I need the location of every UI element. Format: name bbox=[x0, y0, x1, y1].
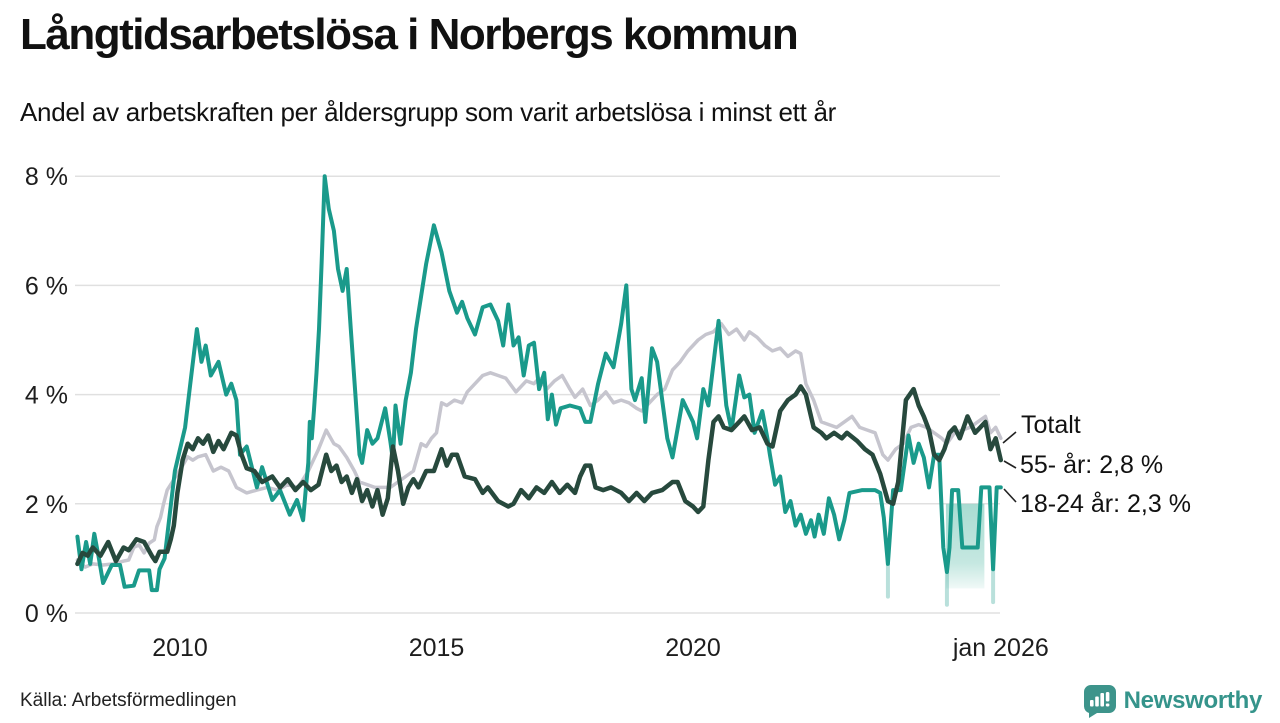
y-tick-label: 4 % bbox=[25, 382, 68, 410]
series-end-label-55: 55- år: 2,8 % bbox=[1020, 451, 1164, 479]
y-tick-label: 6 % bbox=[25, 272, 68, 300]
label-connector bbox=[1002, 431, 1017, 444]
x-tick-label: 2010 bbox=[152, 634, 208, 662]
source-note: Källa: Arbetsförmedlingen bbox=[20, 690, 237, 711]
newsworthy-logo: Newsworthy bbox=[1082, 683, 1262, 718]
series-line-18-24 år bbox=[75, 174, 1003, 593]
label-connector bbox=[1003, 460, 1017, 469]
series-end-label-totalt: Totalt bbox=[1021, 411, 1081, 439]
newsworthy-bubble-chart-icon bbox=[1082, 683, 1116, 718]
y-tick-label: 2 % bbox=[25, 491, 68, 519]
page-subtitle: Andel av arbetskraften per åldersgrupp s… bbox=[20, 97, 836, 127]
label-connector bbox=[1003, 488, 1017, 503]
x-tick-label: 2020 bbox=[665, 634, 721, 662]
y-tick-label: 0 % bbox=[25, 600, 68, 628]
y-tick-label: 8 % bbox=[25, 163, 68, 191]
newsworthy-logo-text: Newsworthy bbox=[1123, 686, 1263, 714]
series-line-55- år bbox=[75, 384, 1004, 567]
x-tick-label: jan 2026 bbox=[952, 634, 1049, 662]
x-tick-label: 2015 bbox=[409, 634, 465, 662]
series-end-label-18-24: 18-24 år: 2,3 % bbox=[1020, 490, 1191, 518]
page-title: Långtidsarbetslösa i Norbergs kommun bbox=[20, 10, 799, 59]
